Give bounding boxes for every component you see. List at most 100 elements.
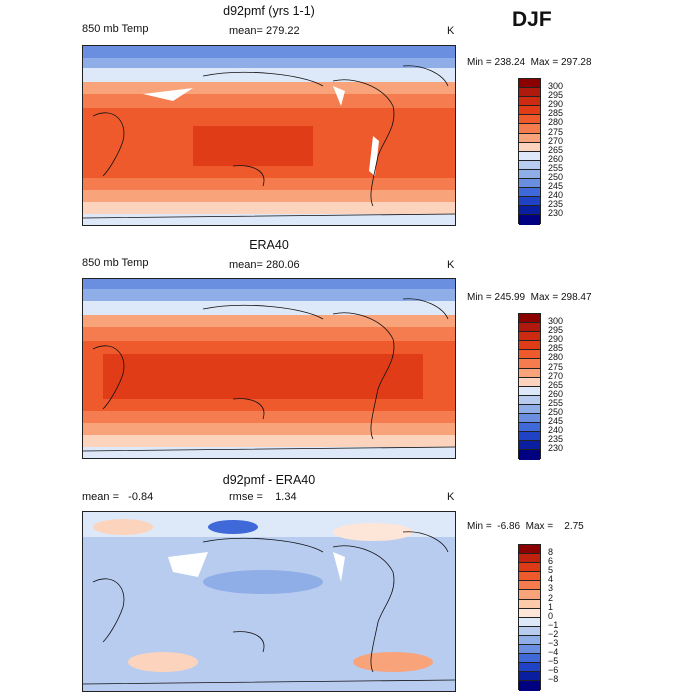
- panel-2-south-midlat: [83, 423, 455, 435]
- panel-3-colorbar: [518, 544, 541, 691]
- panel-1-colorbar-tick-label: 260: [548, 153, 564, 164]
- panel-2-colorbar-swatch: [519, 386, 540, 396]
- panel-2-colorbar-tick-label: 275: [548, 361, 564, 372]
- panel-2-colorbar-swatch: [519, 341, 540, 351]
- panel-1-colorbar-swatch: [519, 79, 540, 89]
- panel-1-colorbar-swatch: [519, 188, 540, 198]
- panel-3-colorbar-swatch: [519, 663, 540, 673]
- panel-3-colorbar-swatch: [519, 681, 540, 691]
- panel-3-colorbar-swatch: [519, 654, 540, 664]
- panel-3-colorbar-tick-label: −5: [548, 656, 559, 667]
- panel-3-colorbar-tick-label: −2: [548, 628, 559, 639]
- panel-2-polar-north-cold: [83, 279, 455, 289]
- panel-3-cold-anomaly-2: [208, 520, 258, 534]
- panel-2-coastlines: [83, 298, 455, 452]
- panel-1-colorbar-swatch: [519, 169, 540, 180]
- panel-3-colorbar-swatch: [519, 635, 540, 646]
- panel-1-missing-andes: [369, 136, 379, 176]
- panel-3-colorbar-tick-label: −1: [548, 619, 559, 630]
- panel-1-colorbar-tick-label: 235: [548, 199, 564, 210]
- panel-1-colorbar-swatch: [519, 151, 540, 161]
- panel-1-colorbar-tick-label: 275: [548, 126, 564, 137]
- panel-2-variable-label: 850 mb Temp: [82, 257, 149, 269]
- panel-2-title: ERA40: [249, 238, 289, 252]
- panel-2-colorbar-swatch: [519, 377, 540, 387]
- panel-1-colorbar-swatch: [519, 88, 540, 98]
- panel-2-colorbar-tick-label: 295: [548, 325, 564, 336]
- panel-1-missing-tibet: [143, 88, 193, 101]
- panel-1-colorbar-tick-label: 240: [548, 190, 564, 201]
- panel-2-colorbar-tick-label: 260: [548, 388, 564, 399]
- panel-1-map-svg: [83, 46, 455, 225]
- panel-1-colorbar-swatch: [519, 206, 540, 216]
- panel-1-title: d92pmf (yrs 1-1): [223, 4, 315, 18]
- panel-1-colorbar-tick-label: 295: [548, 90, 564, 101]
- panel-3-colorbar-swatch: [519, 554, 540, 564]
- panel-1-colorbar-tick-label: 285: [548, 108, 564, 119]
- panel-1-variable-label: 850 mb Temp: [82, 23, 149, 35]
- panel-2-colorbar-tick-label: 270: [548, 370, 564, 381]
- panel-1-colorbar-tick-label: 265: [548, 144, 564, 155]
- panel-1-colorbar-swatch: [519, 124, 540, 134]
- panel-3-colorbar-tick-label: 8: [548, 547, 554, 558]
- panel-2-warm-band: [103, 354, 423, 399]
- panel-1-mean-label: mean= 279.22: [229, 25, 300, 37]
- panel-3-colorbar-tick-label: 1: [548, 601, 554, 612]
- panel-3-colorbar-tick-label: 4: [548, 574, 554, 585]
- panel-2-colorbar-swatch: [519, 350, 540, 360]
- panel-3-colorbar-swatch: [519, 617, 540, 627]
- panel-1-south-subtrop: [83, 178, 455, 190]
- panel-2-colorbar-swatch: [519, 404, 540, 415]
- panel-1-colorbar-tick-label: 300: [548, 81, 564, 92]
- panel-2-colorbar-swatch: [519, 395, 540, 405]
- panel-1-colorbar-swatch: [519, 133, 540, 143]
- panel-2-south-subtrop: [83, 411, 455, 423]
- panel-2-colorbar-tick-label: 230: [548, 443, 564, 454]
- panel-2-colorbar-tick-label: 285: [548, 343, 564, 354]
- panel-1-colorbar-swatch: [519, 215, 540, 225]
- panel-1-min-max: Min = 238.24 Max = 297.28: [467, 57, 592, 68]
- panel-2-colorbar-swatch: [519, 332, 540, 342]
- panel-2-min-max: Min = 245.99 Max = 298.47: [467, 292, 592, 303]
- panel-2-colorbar-swatch: [519, 423, 540, 433]
- panel-3-title: d92pmf - ERA40: [222, 473, 316, 487]
- panel-1-missing-rockies: [333, 86, 345, 106]
- panel-3-colorbar-swatch: [519, 608, 540, 618]
- panel-3-unit: K: [447, 491, 455, 503]
- panel-3-cold-anomaly-1: [203, 570, 323, 594]
- panel-2-colorbar: [518, 313, 541, 460]
- panel-1-colorbar-swatch: [519, 197, 540, 207]
- panel-3-colorbar-tick-label: 6: [548, 556, 554, 567]
- panel-1-colorbar-swatch: [519, 179, 540, 189]
- panel-3-colorbar-swatch: [519, 563, 540, 573]
- panel-3-colorbar-swatch: [519, 672, 540, 682]
- panel-3-colorbar-tick-label: 0: [548, 610, 554, 621]
- panel-3-colorbar-tick-label: −8: [548, 674, 559, 685]
- panel-1-colorbar-swatch: [519, 115, 540, 125]
- panel-2-colorbar-swatch: [519, 432, 540, 442]
- panel-2-colorbar-tick-label: 240: [548, 425, 564, 436]
- panel-2-colorbar-swatch: [519, 414, 540, 424]
- panel-1-polar-north-cold: [83, 46, 455, 58]
- panel-3-colorbar-tick-label: 3: [548, 583, 554, 594]
- panel-2-mean-label: mean= 280.06: [229, 259, 300, 271]
- panel-1-colorbar-swatch: [519, 160, 540, 170]
- panel-2-subtrop: [83, 327, 455, 341]
- panel-3-missing-tibet: [168, 552, 208, 577]
- panel-1-subpolar: [83, 68, 455, 82]
- panel-2-colorbar-swatch: [519, 314, 540, 324]
- panel-3-coastlines: [83, 531, 455, 685]
- panel-1-coastlines: [83, 65, 455, 219]
- panel-1-colorbar-tick-label: 270: [548, 135, 564, 146]
- panel-2-colorbar-swatch: [519, 359, 540, 369]
- panel-3-colorbar-tick-label: 2: [548, 592, 554, 603]
- panel-1-colorbar-tick-label: 280: [548, 117, 564, 128]
- panel-3-min-max: Min = -6.86 Max = 2.75: [467, 521, 584, 532]
- panel-3-colorbar-swatch: [519, 572, 540, 582]
- panel-2-colorbar-tick-label: 290: [548, 334, 564, 345]
- panel-1-colorbar-tick-label: 245: [548, 181, 564, 192]
- panel-3-warm-anomaly-1: [93, 519, 153, 535]
- panel-1-warm-pool: [193, 126, 313, 166]
- panel-2-colorbar-swatch: [519, 323, 540, 333]
- panel-1-colorbar-swatch: [519, 142, 540, 152]
